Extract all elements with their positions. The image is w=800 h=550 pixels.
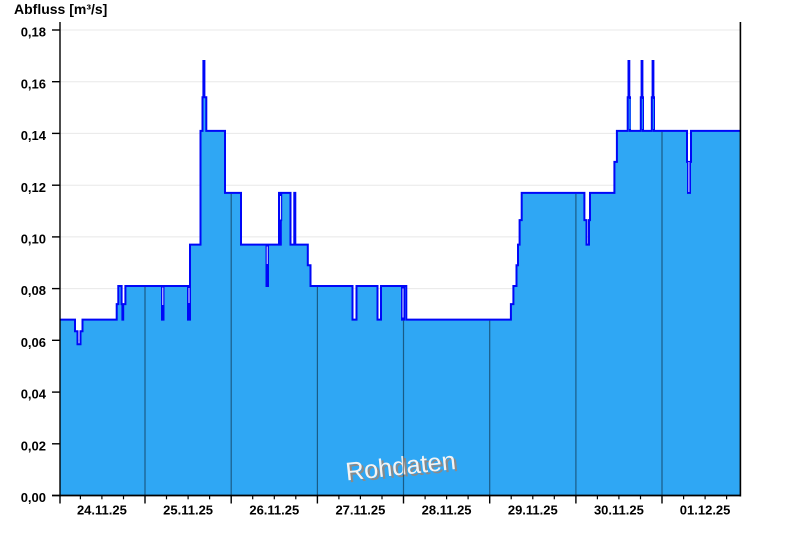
svg-text:0,10: 0,10 [21, 232, 46, 247]
svg-text:28.11.25: 28.11.25 [422, 502, 472, 517]
svg-text:0,06: 0,06 [21, 335, 46, 350]
svg-text:26.11.25: 26.11.25 [249, 502, 299, 517]
svg-text:0,02: 0,02 [21, 438, 46, 453]
svg-text:0,00: 0,00 [21, 490, 46, 505]
svg-text:24.11.25: 24.11.25 [77, 502, 127, 517]
svg-text:0,12: 0,12 [21, 180, 46, 195]
svg-text:25.11.25: 25.11.25 [163, 502, 213, 517]
svg-text:29.11.25: 29.11.25 [508, 502, 558, 517]
svg-text:0,14: 0,14 [21, 128, 47, 143]
svg-text:27.11.25: 27.11.25 [335, 502, 385, 517]
svg-text:0,04: 0,04 [21, 387, 47, 402]
svg-text:30.11.25: 30.11.25 [594, 502, 644, 517]
svg-text:0,16: 0,16 [21, 76, 46, 91]
svg-text:0,08: 0,08 [21, 283, 46, 298]
svg-text:Abfluss [m³/s]: Abfluss [m³/s] [14, 1, 107, 17]
svg-text:0,18: 0,18 [21, 25, 46, 40]
svg-text:01.12.25: 01.12.25 [680, 502, 731, 517]
